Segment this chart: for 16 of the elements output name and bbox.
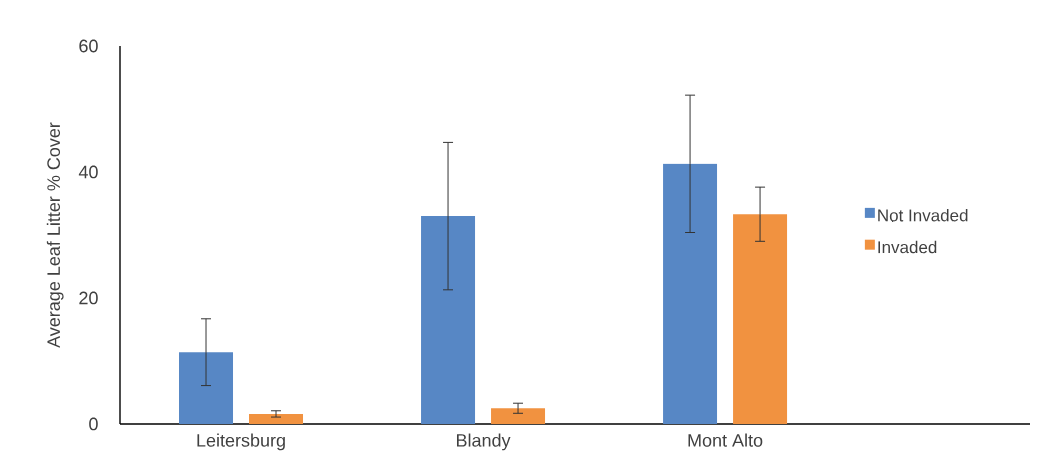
bar	[491, 408, 546, 424]
y-tick-label: 20	[79, 291, 98, 305]
y-tick-label: 60	[79, 39, 98, 53]
bar	[733, 214, 788, 424]
y-tick-label: 0	[89, 417, 98, 431]
bar	[249, 413, 304, 424]
y-axis-title: Average Leaf Litter % Cover	[46, 122, 64, 348]
legend-label: Not Invaded	[878, 208, 968, 222]
bar	[179, 352, 234, 424]
x-tick-label: Mont Alto	[688, 433, 763, 447]
x-tick-label: Leitersburg	[197, 433, 285, 451]
bar	[663, 163, 718, 424]
x-tick-label: Blandy	[456, 433, 511, 451]
legend-label: Invaded	[878, 240, 937, 254]
bar	[421, 216, 476, 424]
y-tick-label: 40	[78, 165, 98, 179]
